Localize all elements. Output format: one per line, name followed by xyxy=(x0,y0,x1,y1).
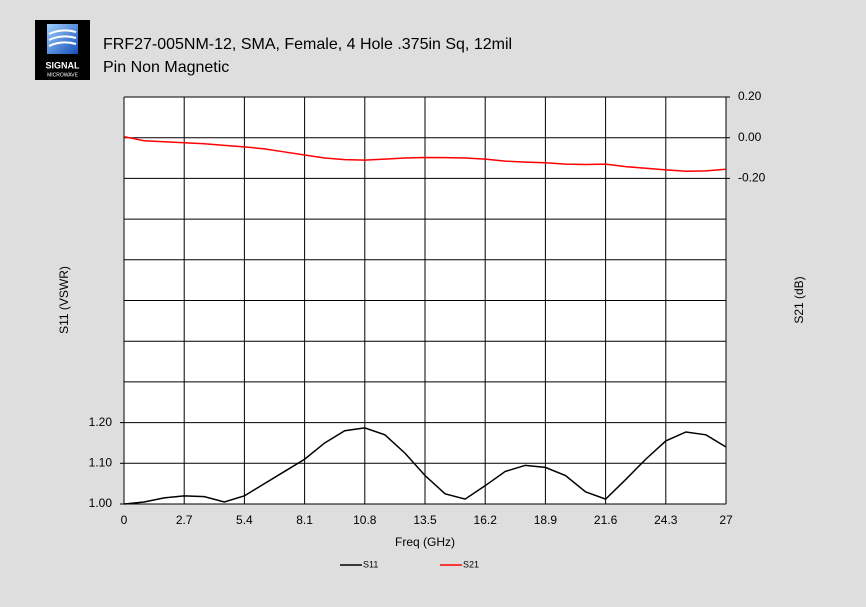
y2-axis-label: S21 (dB) xyxy=(792,276,806,323)
chart-title: FRF27-005NM-12, SMA, Female, 4 Hole .375… xyxy=(103,36,512,53)
chart-title: Pin Non Magnetic xyxy=(103,59,229,76)
series-line xyxy=(123,427,727,505)
y2-tick-label: 0.20 xyxy=(738,89,762,103)
y-tick-label: 1.10 xyxy=(89,455,113,469)
x-tick-label: 10.8 xyxy=(353,513,377,527)
y2-tick-label: 0.00 xyxy=(738,130,762,144)
logo: SIGNAL MICROWAVE xyxy=(35,20,90,80)
x-axis-label: Freq (GHz) xyxy=(395,535,455,549)
y-axis-label: S11 (VSWR) xyxy=(57,266,71,334)
logo-name: SIGNAL xyxy=(45,60,80,70)
x-tick-label: 2.7 xyxy=(176,513,193,527)
x-tick-label: 27 xyxy=(719,513,733,527)
legend-label: S21 xyxy=(463,559,479,569)
y-tick-label: 1.20 xyxy=(89,415,113,429)
y-tick-label: 1.00 xyxy=(89,496,113,510)
x-tick-label: 5.4 xyxy=(236,513,253,527)
x-tick-label: 18.9 xyxy=(534,513,558,527)
legend-label: S11 xyxy=(363,559,378,569)
x-tick-label: 13.5 xyxy=(413,513,437,527)
x-tick-label: 16.2 xyxy=(474,513,498,527)
x-tick-label: 21.6 xyxy=(594,513,618,527)
series-line xyxy=(123,135,727,173)
x-tick-label: 8.1 xyxy=(296,513,313,527)
x-tick-label: 24.3 xyxy=(654,513,678,527)
logo-sub: MICROWAVE xyxy=(47,72,78,78)
y2-tick-label: -0.20 xyxy=(738,171,766,185)
x-tick-label: 0 xyxy=(121,513,128,527)
